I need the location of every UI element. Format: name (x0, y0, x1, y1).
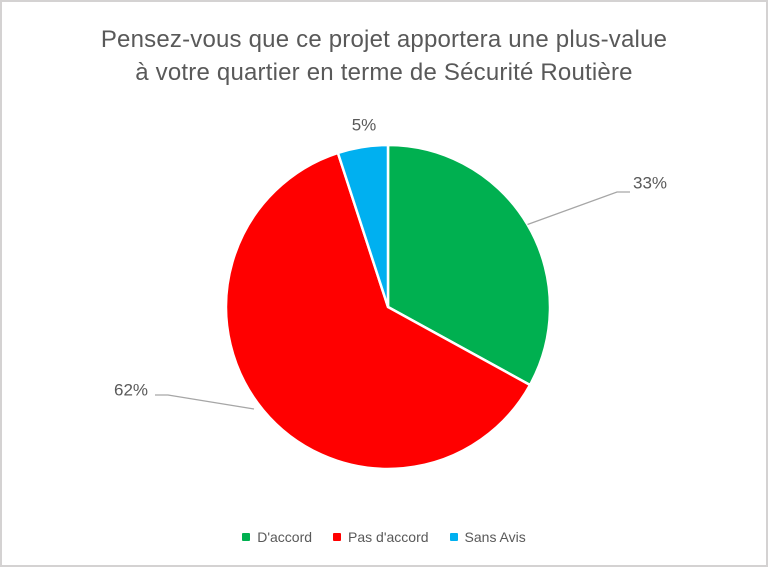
pie-slice-sans-avis (336, 143, 390, 309)
legend-item-sans-avis: Sans Avis (449, 529, 526, 545)
chart-title: Pensez-vous que ce projet apportera une … (2, 23, 766, 89)
legend-item-d-accord: D'accord (242, 529, 312, 545)
chart-title-line2: à votre quartier en terme de Sécurité Ro… (135, 59, 633, 86)
pie-slice-d-accord (386, 143, 552, 387)
data-label-d-accord: 33% (633, 174, 667, 193)
legend-item-pas-d-accord: Pas d'accord (333, 529, 429, 545)
leader-line-pas-d-accord (155, 394, 255, 410)
pie-slice-pas-d-accord (224, 151, 532, 471)
legend-label: Sans Avis (464, 529, 526, 545)
legend-swatch-pas-d-accord (333, 533, 342, 541)
data-label-sans-avis: 5% (352, 116, 377, 135)
legend-swatch-d-accord (242, 533, 251, 541)
legend-label: D'accord (257, 529, 313, 545)
legend-label: Pas d'accord (348, 529, 429, 545)
data-label-pas-d-accord: 62% (114, 381, 148, 400)
legend-swatch-sans-avis (449, 533, 458, 541)
leader-line-d-accord (527, 191, 630, 226)
chart-legend: D'accord Pas d'accord Sans Avis (2, 529, 766, 545)
chart-title-line1: Pensez-vous que ce projet apportera une … (100, 26, 668, 53)
